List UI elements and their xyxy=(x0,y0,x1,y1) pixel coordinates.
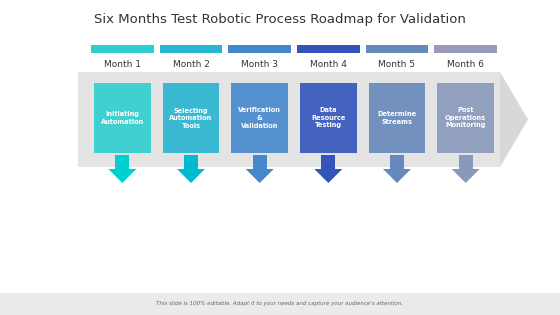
Bar xyxy=(435,45,497,53)
Bar xyxy=(297,45,360,53)
Text: Selecting
Automation
Tools: Selecting Automation Tools xyxy=(169,107,213,129)
Bar xyxy=(78,72,500,167)
Text: Six Months Test Robotic Process Roadmap for Validation: Six Months Test Robotic Process Roadmap … xyxy=(94,14,466,26)
Polygon shape xyxy=(246,169,274,183)
Bar xyxy=(231,83,288,153)
Polygon shape xyxy=(253,155,267,169)
Polygon shape xyxy=(459,155,473,169)
Polygon shape xyxy=(390,155,404,169)
Bar xyxy=(91,45,153,53)
Bar xyxy=(228,45,291,53)
Text: Initiating
Automation: Initiating Automation xyxy=(101,111,144,125)
Polygon shape xyxy=(177,169,205,183)
Polygon shape xyxy=(115,155,129,169)
Bar xyxy=(0,293,560,315)
Text: Month 2: Month 2 xyxy=(172,60,209,69)
Bar xyxy=(300,83,357,153)
Text: Month 4: Month 4 xyxy=(310,60,347,69)
Text: Post
Operations
Monitoring: Post Operations Monitoring xyxy=(445,107,486,129)
Text: Month 3: Month 3 xyxy=(241,60,278,69)
Polygon shape xyxy=(500,72,528,167)
Bar xyxy=(94,83,151,153)
Polygon shape xyxy=(452,169,480,183)
Text: Determine
Streams: Determine Streams xyxy=(377,111,417,125)
Text: Data
Resource
Testing: Data Resource Testing xyxy=(311,107,346,129)
Bar xyxy=(162,83,220,153)
Text: Verification
&
Validation: Verification & Validation xyxy=(238,107,281,129)
Text: This slide is 100% editable. Adapt it to your needs and capture your audience's : This slide is 100% editable. Adapt it to… xyxy=(156,301,404,306)
Text: Month 6: Month 6 xyxy=(447,60,484,69)
Bar xyxy=(160,45,222,53)
Bar xyxy=(437,83,494,153)
Text: Month 1: Month 1 xyxy=(104,60,141,69)
Polygon shape xyxy=(383,169,411,183)
Text: Month 5: Month 5 xyxy=(379,60,416,69)
Polygon shape xyxy=(108,169,136,183)
Polygon shape xyxy=(184,155,198,169)
Bar xyxy=(366,45,428,53)
Polygon shape xyxy=(321,155,335,169)
Bar xyxy=(368,83,426,153)
Polygon shape xyxy=(314,169,342,183)
